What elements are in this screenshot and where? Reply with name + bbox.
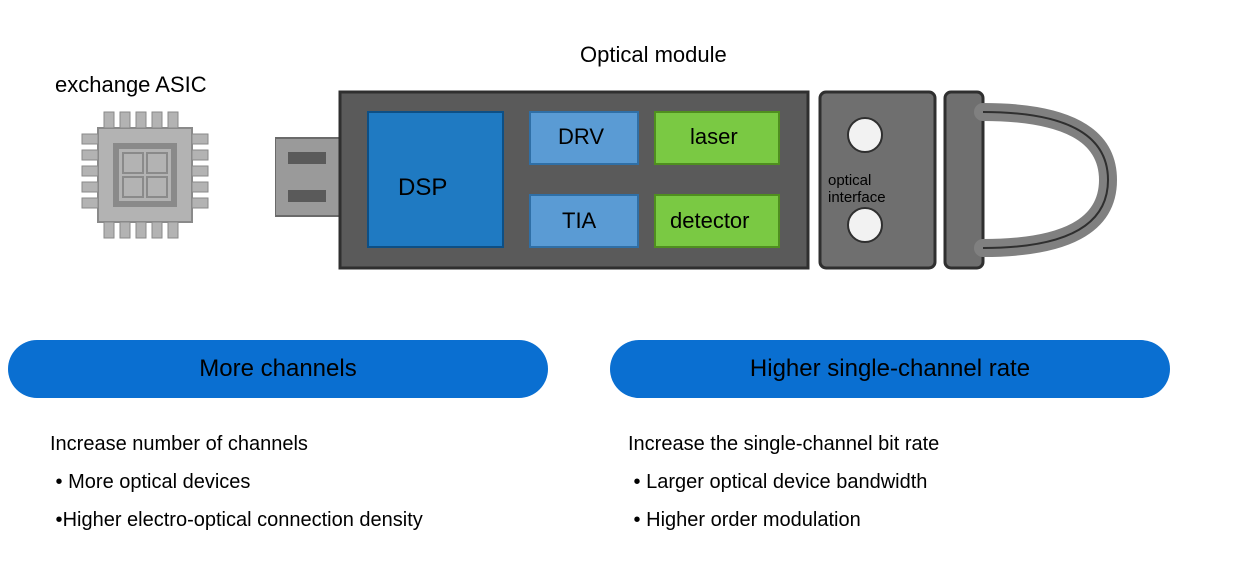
dsp-label: DSP — [398, 174, 447, 202]
asic-chip-icon — [70, 100, 220, 250]
optical-interface-label: optical interface — [828, 172, 928, 206]
bullets-left-item-1: •Higher electro-optical connection densi… — [50, 501, 423, 539]
pill-more-channels: More channels — [8, 340, 548, 398]
laser-label: laser — [690, 124, 738, 150]
bullets-left-item-0: • More optical devices — [50, 463, 423, 501]
bullets-right-item-0: • Larger optical device bandwidth — [628, 463, 939, 501]
pill-more-channels-label: More channels — [199, 355, 356, 383]
detector-label: detector — [670, 208, 750, 234]
tia-label: TIA — [562, 208, 596, 234]
bullets-right: Increase the single-channel bit rate • L… — [628, 425, 939, 539]
bullets-right-heading: Increase the single-channel bit rate — [628, 425, 939, 463]
drv-label: DRV — [558, 124, 604, 150]
pill-higher-rate-label: Higher single-channel rate — [750, 355, 1030, 383]
bullets-left: Increase number of channels • More optic… — [50, 425, 423, 539]
pill-higher-rate: Higher single-channel rate — [610, 340, 1170, 398]
optical-module-title: Optical module — [580, 42, 727, 68]
bullets-right-item-1: • Higher order modulation — [628, 501, 939, 539]
exchange-asic-label: exchange ASIC — [55, 72, 207, 98]
bullets-left-heading: Increase number of channels — [50, 425, 423, 463]
